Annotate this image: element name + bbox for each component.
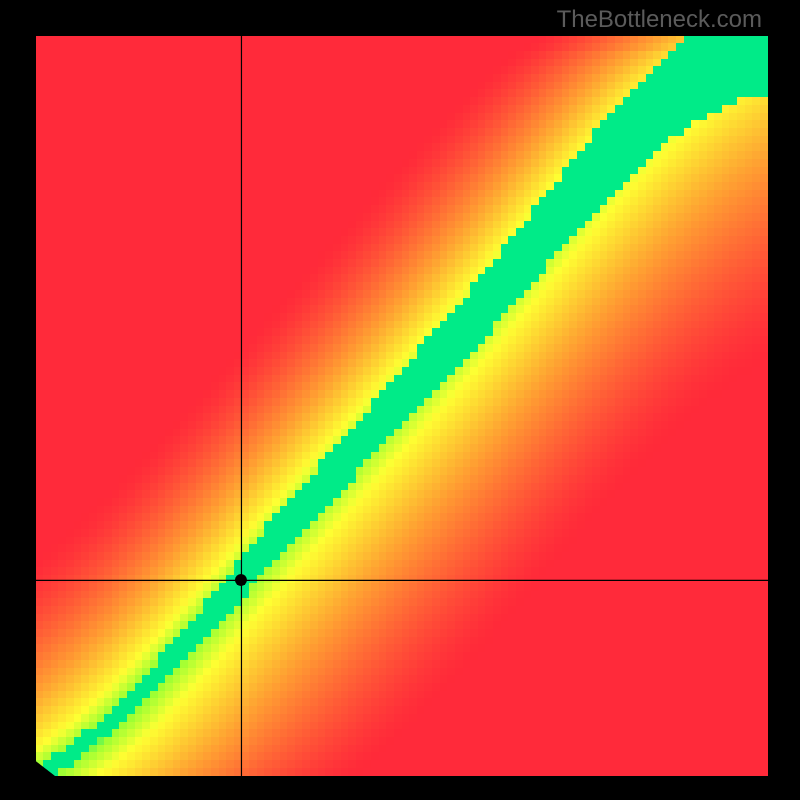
heatmap-plot (36, 36, 768, 776)
watermark-label: TheBottleneck.com (557, 6, 762, 34)
chart-frame: TheBottleneck.com (0, 0, 800, 800)
heatmap-canvas (36, 36, 768, 776)
